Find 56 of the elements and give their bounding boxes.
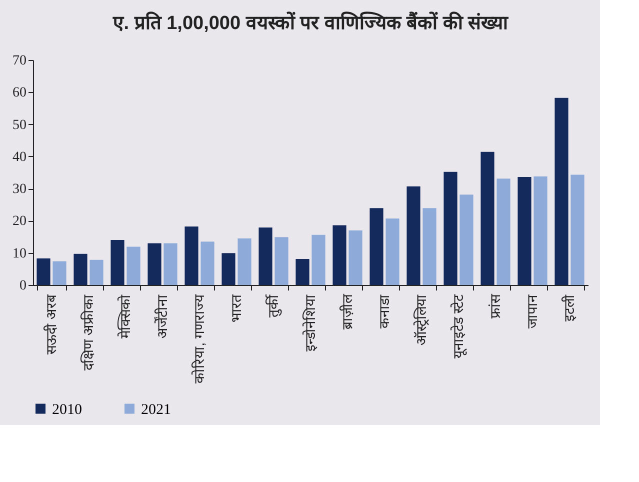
bar [386, 218, 400, 285]
x-tick-label: इटली [561, 294, 577, 322]
bar [496, 178, 510, 285]
bar [480, 152, 494, 285]
bar [348, 230, 362, 285]
bar [238, 238, 252, 285]
y-tick-label: 50 [12, 118, 26, 133]
x-tick-label: फ्रांस [487, 294, 503, 318]
legend-label: 2021 [141, 402, 171, 418]
bar [110, 240, 124, 285]
y-tick-label: 40 [12, 150, 26, 165]
x-tick-label: भारत [228, 294, 244, 322]
bar [570, 174, 584, 285]
bar [36, 258, 50, 285]
chart-title: ए. प्रति 1,00,000 वयस्कों पर वाणिज्यिक बैंकों की संख्या [112, 11, 510, 34]
y-tick-label: 30 [12, 182, 26, 198]
y-tick-label: 10 [12, 246, 26, 262]
bar [422, 208, 436, 285]
x-tick-label: जापान [524, 294, 540, 328]
bar [200, 242, 214, 285]
x-tick-label: इन्डोनेशिया [302, 294, 318, 352]
y-tick-label: 60 [12, 86, 26, 101]
bar [90, 260, 104, 285]
bar [274, 237, 288, 285]
bar [126, 246, 140, 285]
y-tick-label: 0 [20, 278, 26, 294]
bar [148, 243, 162, 285]
bar [332, 225, 346, 285]
x-tick-label: अर्जेंटीना [154, 294, 170, 338]
bar [184, 226, 198, 285]
x-tick-label: कोरिया, गणराज्य [191, 294, 207, 384]
bar [74, 254, 88, 285]
legend-label: 2010 [52, 402, 82, 418]
x-tick-label: मेक्सिको [117, 294, 133, 338]
bar [518, 177, 532, 285]
bar [312, 234, 326, 285]
bar [460, 194, 474, 285]
bar [444, 172, 458, 285]
bar [554, 98, 568, 285]
x-tick-label: तुर्की [265, 294, 282, 318]
x-tick-label: यूनाइटेड स्टेट [450, 294, 467, 358]
bar [370, 208, 384, 285]
bar [164, 243, 178, 285]
x-tick-label: ऑस्ट्रेलिया [413, 294, 429, 346]
y-tick-label: 20 [12, 214, 26, 230]
y-tick-label: 70 [12, 54, 26, 68]
x-tick-label: ब्राज़ील [339, 294, 355, 330]
bar [222, 253, 236, 285]
bar [296, 258, 310, 285]
bar [258, 227, 272, 285]
x-tick-label: सऊदी अरब [43, 294, 59, 354]
x-tick-label: कनाडा [376, 294, 392, 328]
bar [406, 186, 420, 285]
bar [534, 176, 548, 285]
bar [52, 261, 66, 285]
x-tick-label: दक्षिण अफ्रीका [80, 294, 96, 370]
